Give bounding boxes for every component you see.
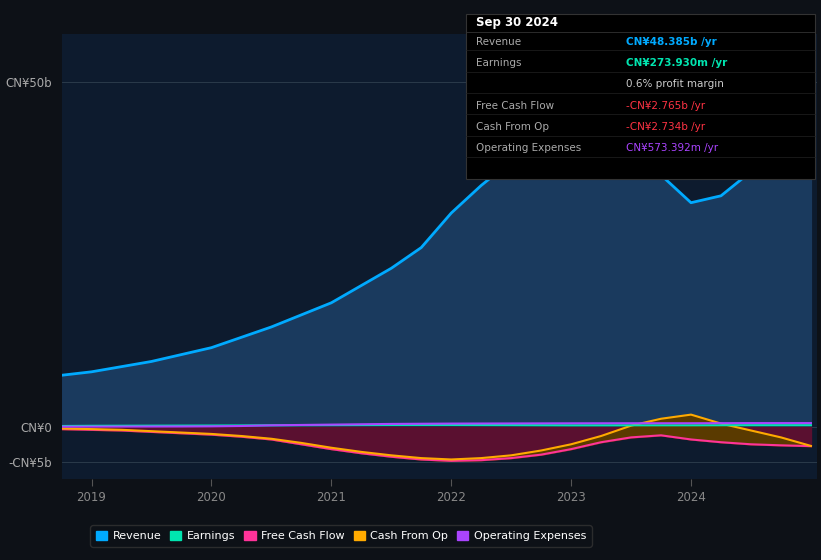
- Text: Sep 30 2024: Sep 30 2024: [476, 16, 558, 29]
- Text: CN¥273.930m /yr: CN¥273.930m /yr: [626, 58, 727, 68]
- Text: Cash From Op: Cash From Op: [476, 122, 549, 132]
- Text: Revenue: Revenue: [476, 37, 521, 47]
- Text: Free Cash Flow: Free Cash Flow: [476, 101, 554, 111]
- Text: Operating Expenses: Operating Expenses: [476, 143, 581, 153]
- Text: CN¥48.385b /yr: CN¥48.385b /yr: [626, 37, 718, 47]
- Text: Earnings: Earnings: [476, 58, 521, 68]
- Legend: Revenue, Earnings, Free Cash Flow, Cash From Op, Operating Expenses: Revenue, Earnings, Free Cash Flow, Cash …: [90, 525, 592, 547]
- Text: 0.6% profit margin: 0.6% profit margin: [626, 80, 724, 90]
- Text: -CN¥2.734b /yr: -CN¥2.734b /yr: [626, 122, 705, 132]
- Text: -CN¥2.765b /yr: -CN¥2.765b /yr: [626, 101, 705, 111]
- Text: CN¥573.392m /yr: CN¥573.392m /yr: [626, 143, 718, 153]
